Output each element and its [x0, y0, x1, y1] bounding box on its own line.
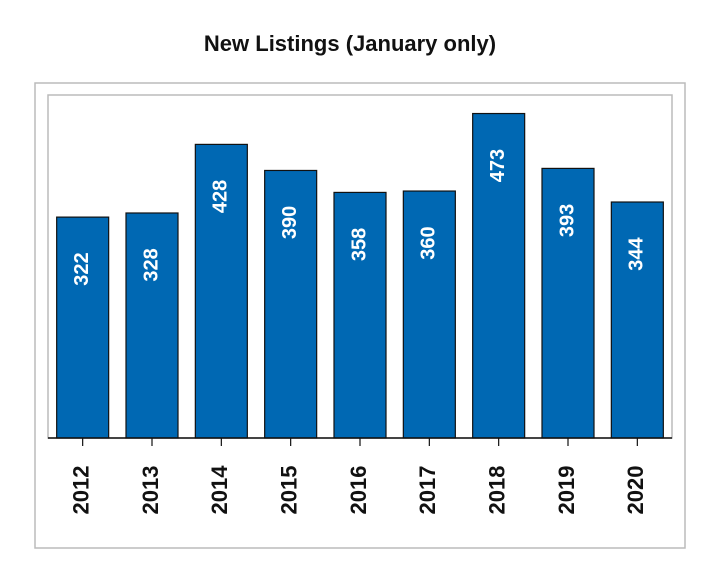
- data-label: 473: [487, 149, 509, 182]
- x-tick-label: 2019: [554, 466, 579, 515]
- x-tick-label: 2018: [484, 466, 509, 515]
- chart-frame: [34, 82, 686, 549]
- data-label: 328: [140, 248, 162, 281]
- data-label: 428: [210, 180, 232, 213]
- bar: [125, 212, 179, 439]
- chart-title: New Listings (January only): [204, 31, 496, 56]
- bar: [541, 167, 595, 439]
- bar: [56, 216, 110, 439]
- bar: [264, 169, 318, 439]
- x-tick-label: 2015: [276, 466, 301, 515]
- x-tick-label: 2012: [68, 466, 93, 515]
- data-label: 360: [418, 226, 440, 259]
- x-tick-label: 2013: [138, 466, 163, 515]
- data-label: 358: [348, 228, 370, 261]
- bar: [402, 190, 456, 439]
- x-tick-label: 2016: [346, 466, 371, 515]
- data-label: 322: [71, 252, 93, 285]
- x-tick-label: 2017: [415, 466, 440, 515]
- data-label: 390: [279, 206, 301, 239]
- x-tick-label: 2014: [207, 465, 232, 515]
- bar: [333, 191, 387, 439]
- data-label: 393: [556, 204, 578, 237]
- data-label: 344: [626, 236, 648, 270]
- bar: [194, 143, 248, 439]
- x-tick-label: 2020: [623, 466, 648, 515]
